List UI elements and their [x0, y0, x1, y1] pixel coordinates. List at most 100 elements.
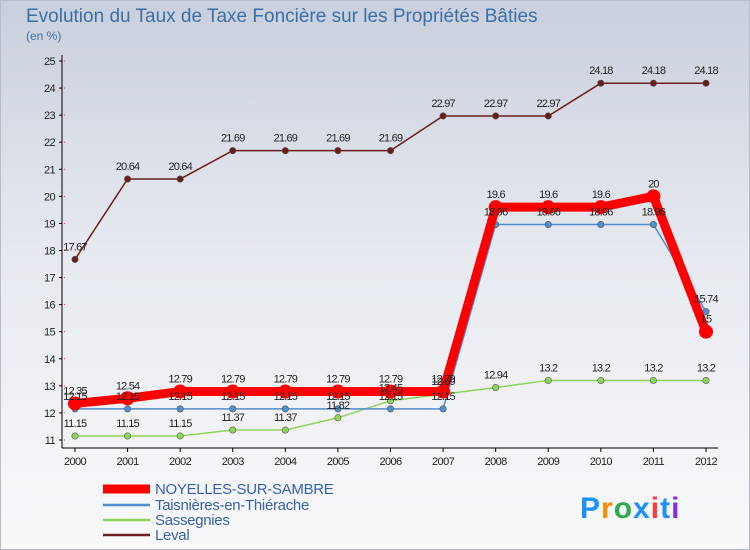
- series-point-1: [278, 384, 293, 399]
- data-label-series-4: 22.97: [484, 98, 508, 110]
- series-point-3: [176, 432, 184, 440]
- data-label-series-1: 12.79: [221, 374, 245, 386]
- series-point-1: [488, 200, 503, 215]
- series-point-4: [281, 147, 289, 155]
- y-tick-label: 19: [44, 218, 56, 230]
- x-tick-label: 2004: [274, 456, 297, 468]
- series-line-1: [70, 191, 711, 408]
- series-point-2: [544, 221, 552, 229]
- data-label-series-1: 20: [648, 178, 659, 190]
- series-point-3: [334, 414, 342, 422]
- y-tick-label: 21: [44, 164, 56, 176]
- series-layer: [68, 79, 713, 440]
- data-label-series-1: 12.79: [168, 374, 192, 386]
- series-point-4: [124, 175, 132, 183]
- data-label-series-4: 24.18: [642, 65, 666, 77]
- y-tick-label: 11: [45, 435, 56, 447]
- x-tick-label: 2001: [117, 456, 140, 468]
- x-tick-label: 2006: [379, 456, 402, 468]
- y-tick-label: 23: [44, 110, 56, 122]
- series-point-2: [176, 405, 184, 413]
- series-point-4: [176, 175, 184, 183]
- series-point-4: [439, 112, 447, 120]
- data-label-series-3: 13.2: [697, 362, 716, 374]
- data-label-series-4: 17.67: [63, 241, 87, 253]
- logo-letter: r: [601, 492, 614, 525]
- series-point-1: [173, 384, 188, 399]
- x-tick-label: 2008: [485, 456, 508, 468]
- x-tick-label: 2012: [695, 456, 718, 468]
- y-tick-label: 12: [44, 408, 56, 420]
- logo-letter: i: [671, 492, 680, 525]
- y-tick-label: 22: [44, 137, 56, 149]
- logo-letter: x: [633, 492, 651, 525]
- data-label-series-4: 21.69: [326, 133, 350, 145]
- y-tick-label: 13: [44, 381, 56, 393]
- data-label-series-3: 11.82: [327, 400, 350, 412]
- x-tick-label: 2007: [432, 456, 455, 468]
- series-point-2: [439, 405, 447, 413]
- data-label-series-3: 11.15: [169, 418, 192, 430]
- chart-subtitle: (en %): [26, 29, 61, 43]
- series-point-4: [71, 255, 79, 263]
- x-tick-label: 2011: [643, 456, 665, 468]
- y-tick-label: 24: [44, 83, 56, 95]
- data-label-series-2: 12.15: [116, 391, 140, 403]
- series-point-2: [334, 405, 342, 413]
- data-label-series-4: 22.97: [431, 98, 455, 110]
- series-point-4: [544, 112, 552, 120]
- legend-label: NOYELLES-SUR-SAMBRE: [155, 481, 334, 498]
- data-label-series-2: 12.15: [168, 391, 192, 403]
- data-label-series-4: 21.69: [221, 133, 245, 145]
- data-label-series-4: 20.64: [116, 161, 140, 173]
- series-point-1: [436, 384, 451, 399]
- series-point-3: [71, 432, 79, 440]
- data-label-series-1: 19.6: [487, 189, 506, 201]
- data-label-series-2: 18.96: [589, 207, 613, 219]
- series-point-3: [702, 376, 710, 384]
- series-point-1: [330, 384, 345, 399]
- series-point-1: [541, 200, 556, 215]
- series-point-2: [597, 221, 605, 229]
- data-label-series-3: 11.15: [116, 418, 139, 430]
- data-label-series-3: 13.2: [539, 362, 558, 374]
- logo-letter: t: [660, 492, 671, 525]
- series-point-1: [120, 391, 135, 406]
- series-point-2: [386, 405, 394, 413]
- series-point-4: [492, 112, 500, 120]
- data-label-series-1: 19.6: [539, 189, 558, 201]
- series-point-1: [699, 324, 713, 339]
- data-label-series-3: 11.37: [274, 412, 297, 424]
- axes: 11 12 13 14 15 16 17 18 19 20 21 22 23 24 25 2000 2001 20…: [44, 55, 718, 468]
- series-point-1: [225, 384, 240, 399]
- series-point-4: [597, 79, 605, 87]
- data-label-series-1: 12.54: [116, 380, 140, 392]
- series-point-1: [383, 384, 398, 399]
- data-label-series-2: 18.96: [642, 207, 666, 219]
- x-tick-label: 2002: [169, 456, 192, 468]
- data-label-series-3: 13.2: [592, 362, 611, 374]
- y-tick-label: 14: [44, 354, 56, 366]
- logo-text: Proxiti: [580, 492, 680, 525]
- legend-label: Leval: [155, 527, 189, 544]
- legend-label: Taisnières-en-Thiérache: [155, 497, 309, 514]
- data-label-series-3: 11.37: [221, 412, 244, 424]
- data-label-series-2: 18.96: [484, 207, 508, 219]
- data-label-series-2: 15.74: [694, 294, 718, 306]
- series-point-4: [702, 79, 710, 87]
- data-label-series-1: 12.79: [379, 374, 403, 386]
- y-tick-label: 16: [44, 300, 56, 312]
- data-label-series-2: 12.15: [379, 391, 403, 403]
- series-point-3: [229, 426, 237, 434]
- data-label-series-2: 12.15: [221, 391, 245, 403]
- data-label-series-4: 20.64: [168, 161, 192, 173]
- data-label-series-1: 15: [701, 314, 712, 326]
- data-label-series-2: 18.96: [536, 207, 560, 219]
- y-tick-label: 15: [44, 327, 56, 339]
- data-labels: 17.67 20.64 20.64 21.69 21.69 21.69 21.69 22.97…: [63, 65, 719, 430]
- logo-letter: i: [651, 492, 660, 525]
- data-label-series-1: 12.79: [326, 374, 350, 386]
- x-tick-label: 2003: [222, 456, 245, 468]
- data-label-series-2: 12.15: [63, 391, 87, 403]
